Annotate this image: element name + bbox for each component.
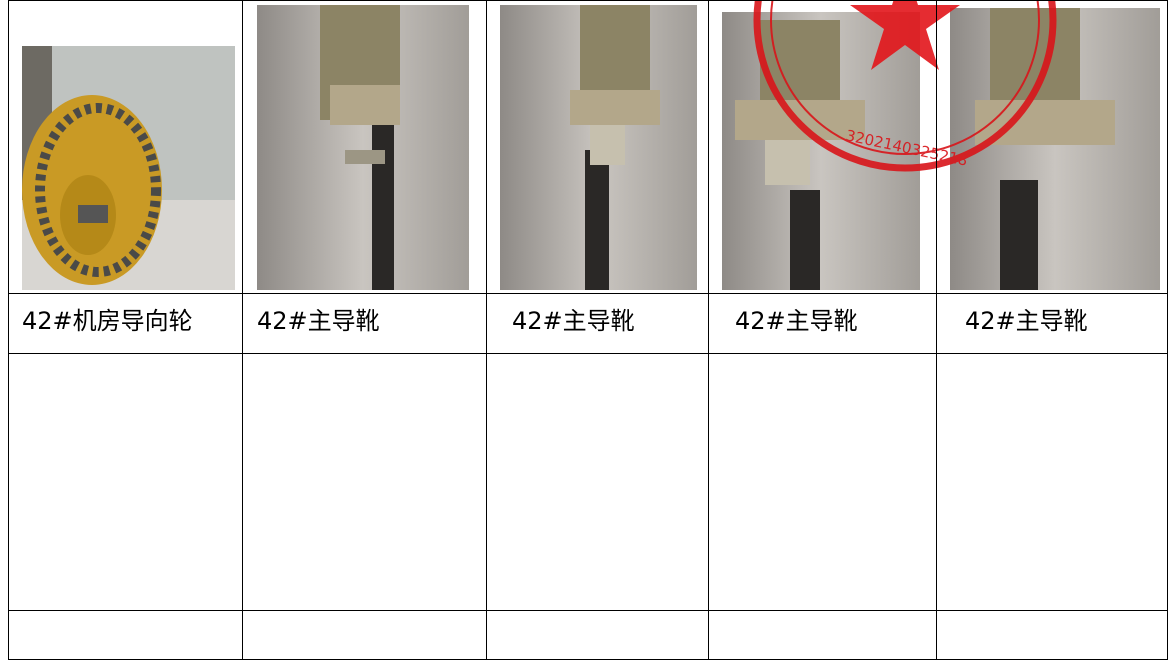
photo-guide-shoe (950, 8, 1160, 290)
photo-guide-shoe (257, 5, 469, 290)
photo-guide-shoe (500, 5, 697, 290)
caption: 42#主导靴 (735, 307, 858, 335)
caption: 42#主导靴 (512, 307, 635, 335)
caption: 42#机房导向轮 (22, 307, 193, 335)
photo-pulley (22, 46, 235, 290)
caption: 42#主导靴 (965, 307, 1088, 335)
caption: 42#主导靴 (257, 307, 380, 335)
